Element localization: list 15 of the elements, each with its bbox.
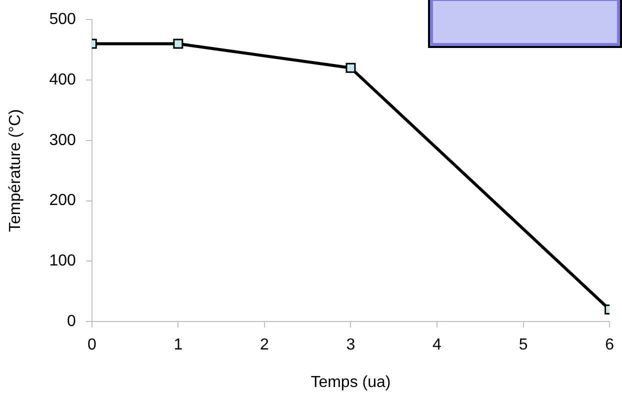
x-tick-label: 4	[432, 336, 442, 354]
x-tick-label: 3	[346, 336, 356, 354]
x-tick-label: 2	[260, 336, 269, 354]
x-axis-title: Temps (ua)	[310, 374, 391, 391]
x-tick-label: 0	[87, 336, 96, 354]
y-tick-label: 500	[49, 11, 76, 28]
y-tick-label: 0	[66, 313, 76, 330]
y-tick-label: 200	[49, 192, 76, 210]
y-tick-label: 300	[49, 132, 76, 149]
x-tick-label: 1	[174, 336, 183, 354]
x-tick-label: 5	[518, 336, 528, 354]
y-tick-label: 400	[49, 71, 76, 88]
y-axis-title: Température (°C)	[7, 109, 24, 232]
x-tick-label: 6	[605, 336, 614, 354]
y-tick-label: 100	[49, 252, 76, 270]
